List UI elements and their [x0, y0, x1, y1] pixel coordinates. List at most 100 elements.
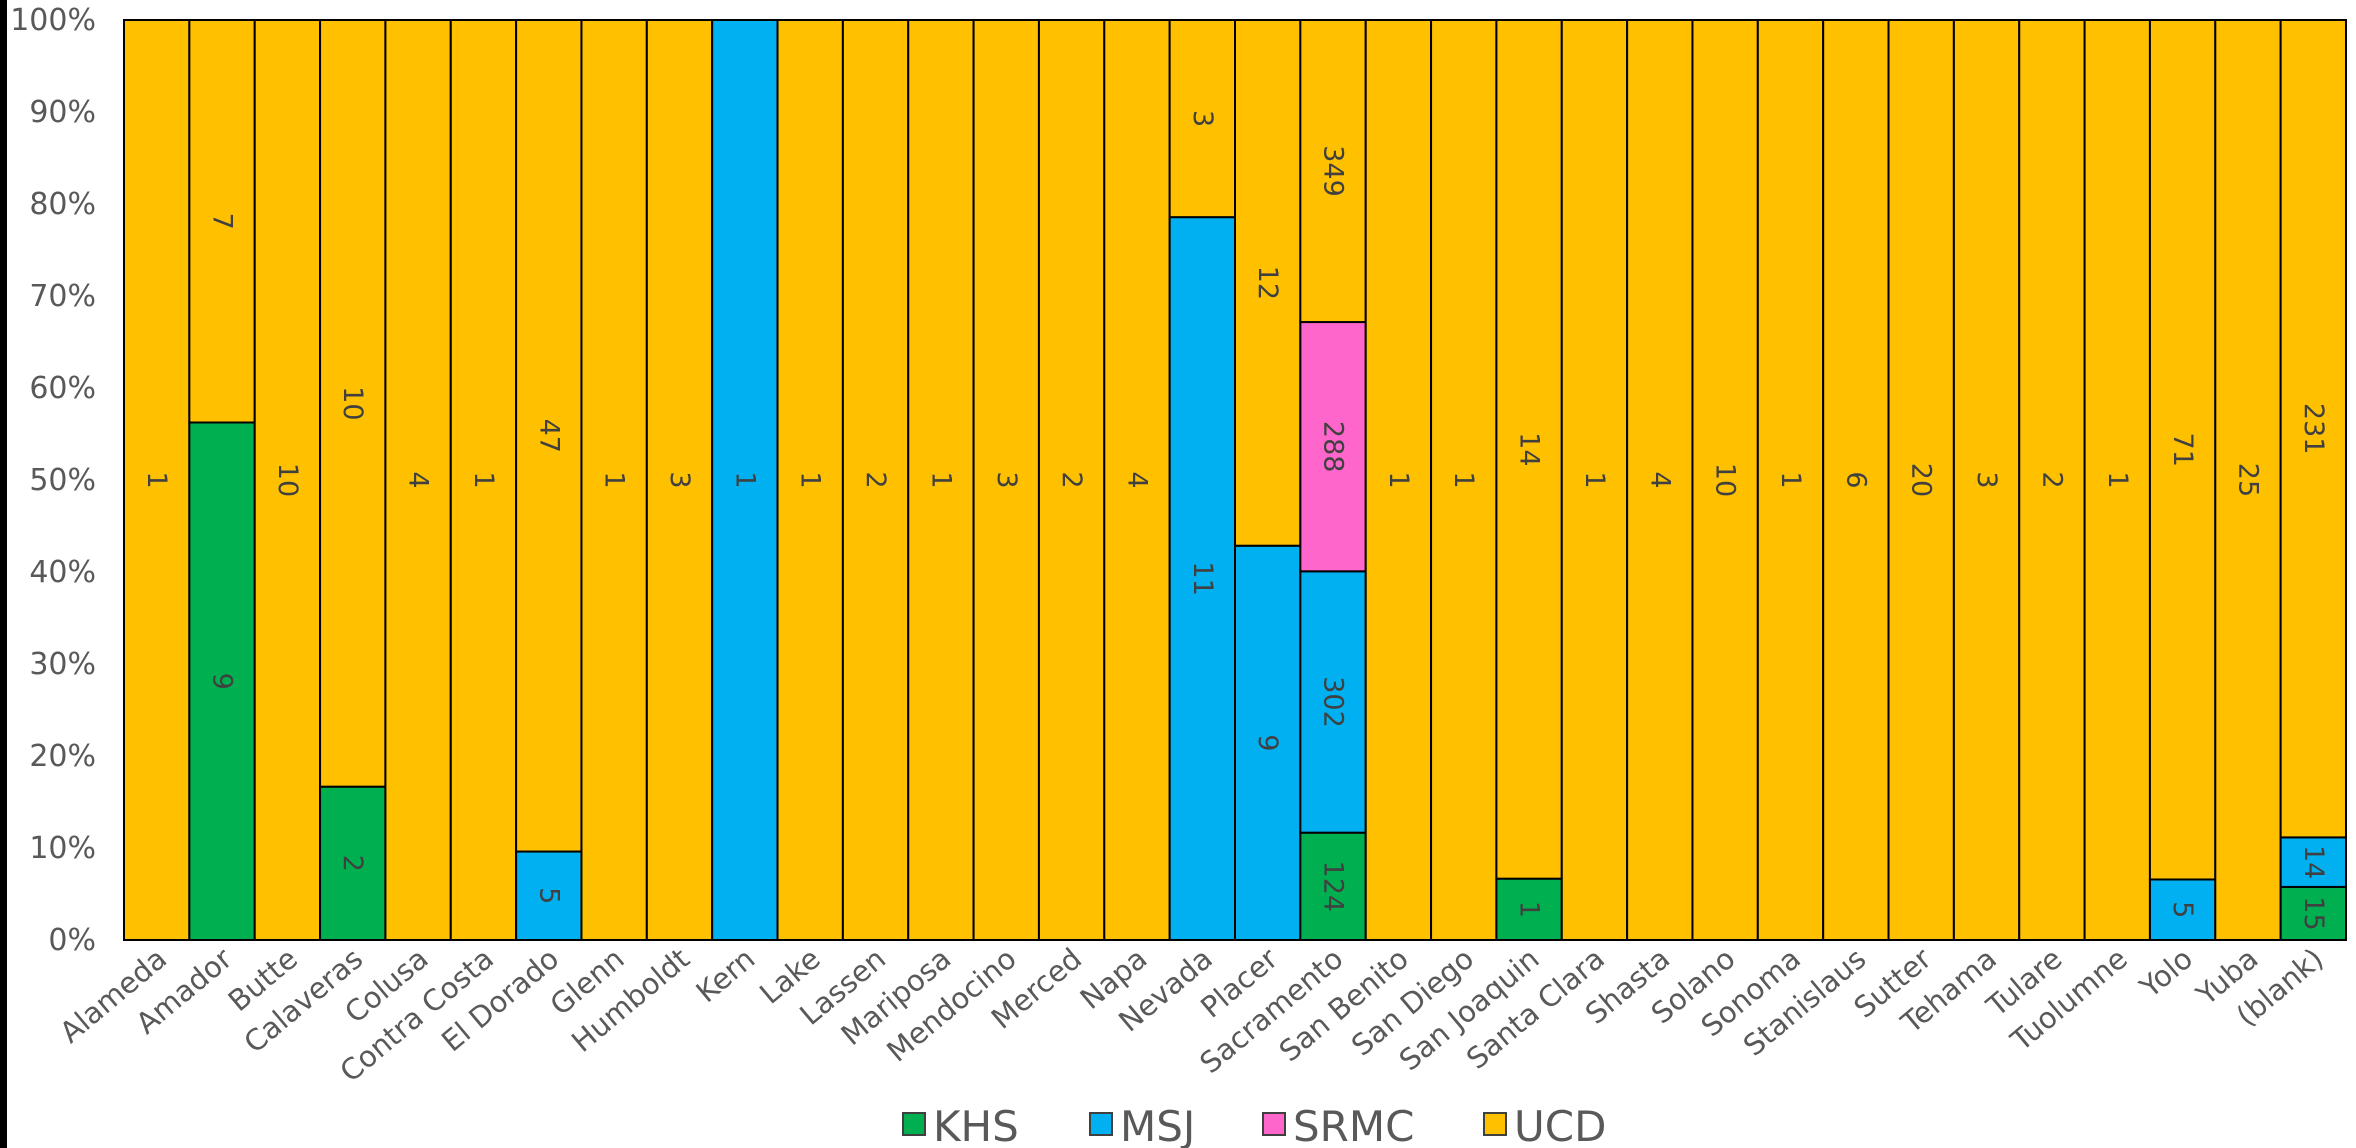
bar-tehama-ucd: [1952, 19, 2021, 941]
bar-san-joaquin-ucd: [1495, 19, 1563, 880]
bar-contra-costa-ucd: [449, 19, 518, 941]
bar-calaveras-khs: [319, 785, 387, 942]
data-label-stanislaus-ucd: 6: [1840, 471, 1871, 488]
y-tick-label: 70%: [29, 279, 96, 314]
bar-santa-clara-ucd: [1560, 19, 1629, 941]
data-label-alameda-ucd: 1: [141, 471, 172, 488]
bar-blank-msj: [2279, 836, 2347, 888]
data-label-sutter-ucd: 20: [1906, 463, 1937, 497]
bar-nevada-msj: [1168, 216, 1237, 941]
data-label-san-benito-ucd: 1: [1383, 471, 1414, 488]
bar-alameda-ucd: [123, 19, 191, 941]
bar-sacramento-ucd: [1299, 19, 1367, 324]
bar-blank-khs: [2279, 885, 2347, 942]
data-label-sacramento-srmc: 288: [1318, 421, 1349, 473]
data-label-calaveras-khs: 2: [337, 855, 368, 872]
data-label-sonoma-ucd: 1: [1775, 471, 1806, 488]
bar-sonoma-ucd: [1756, 19, 1825, 941]
legend-swatch-srmc: [1262, 1112, 1286, 1136]
data-label-yolo-ucd: 71: [2167, 433, 2198, 467]
data-label-blank-ucd: 231: [2298, 403, 2329, 455]
data-label-yolo-msj: 5: [2167, 901, 2198, 918]
bar-nevada-ucd: [1168, 19, 1237, 219]
data-label-lake-ucd: 1: [795, 471, 826, 488]
data-label-calaveras-ucd: 10: [337, 386, 368, 420]
bar-shasta-ucd: [1626, 19, 1694, 941]
y-tick-label: 100%: [10, 3, 96, 38]
bar-placer-msj: [1234, 544, 1302, 941]
data-label-butte-ucd: 10: [272, 463, 303, 497]
data-label-santa-clara-ucd: 1: [1579, 471, 1610, 488]
data-label-sacramento-msj: 302: [1318, 676, 1349, 728]
data-label-amador-khs: 9: [207, 673, 238, 690]
y-tick-label: 60%: [29, 371, 96, 406]
data-label-placer-ucd: 12: [1252, 266, 1283, 300]
bar-san-diego-ucd: [1430, 19, 1498, 941]
data-label-san-joaquin-ucd: 14: [1514, 432, 1545, 466]
bar-lassen-ucd: [841, 19, 910, 941]
legend-swatch-khs: [902, 1112, 926, 1136]
bar-butte-ucd: [253, 19, 322, 941]
data-label-sacramento-khs: 124: [1318, 861, 1349, 913]
data-label-kern-msj: 1: [729, 471, 760, 488]
y-tick-label: 0%: [48, 923, 96, 958]
data-label-nevada-ucd: 3: [1187, 110, 1218, 127]
bar-sacramento-khs: [1299, 831, 1367, 941]
bar-napa-ucd: [1103, 19, 1171, 941]
data-label-mariposa-ucd: 1: [925, 471, 956, 488]
legend-label-msj: MSJ: [1120, 1102, 1195, 1148]
bar-solano-ucd: [1691, 19, 1759, 941]
data-label-blank-khs: 15: [2298, 896, 2329, 930]
legend: KHS MSJ SRMC UCD: [902, 1102, 1606, 1148]
data-label-el-dorado-msj: 5: [533, 887, 564, 904]
bar-tuolumne-ucd: [2083, 19, 2151, 941]
legend-swatch-msj: [1089, 1112, 1113, 1136]
data-label-shasta-ucd: 4: [1644, 471, 1675, 488]
bar-amador-khs: [188, 421, 256, 941]
left-border: [0, 0, 7, 1148]
bar-tulare-ucd: [2018, 19, 2086, 941]
bar-el-dorado-ucd: [515, 19, 583, 853]
legend-label-ucd: UCD: [1514, 1102, 1606, 1148]
data-label-sacramento-ucd: 349: [1318, 145, 1349, 197]
data-label-amador-ucd: 7: [207, 213, 238, 230]
y-tick-label: 30%: [29, 647, 96, 682]
bar-yolo-ucd: [2148, 19, 2217, 881]
bar-placer-ucd: [1234, 19, 1302, 547]
data-label-nevada-msj: 11: [1187, 561, 1218, 595]
data-label-merced-ucd: 2: [1056, 471, 1087, 488]
data-label-humboldt-ucd: 3: [664, 471, 695, 488]
data-label-tulare-ucd: 2: [2036, 471, 2067, 488]
data-label-yuba-ucd: 25: [2232, 463, 2263, 497]
y-tick-label: 10%: [29, 831, 96, 866]
data-label-glenn-ucd: 1: [599, 471, 630, 488]
bar-humboldt-ucd: [645, 19, 714, 941]
data-label-blank-msj: 14: [2298, 845, 2329, 879]
legend-label-khs: KHS: [933, 1102, 1019, 1148]
bars: [123, 19, 2347, 942]
data-label-placer-msj: 9: [1252, 734, 1283, 751]
y-tick-label: 40%: [29, 555, 96, 590]
legend-label-srmc: SRMC: [1293, 1102, 1414, 1148]
data-label-colusa-ucd: 4: [403, 471, 434, 488]
bar-mendocino-ucd: [972, 19, 1040, 941]
data-label-lassen-ucd: 2: [860, 471, 891, 488]
data-label-napa-ucd: 4: [1121, 471, 1152, 488]
data-label-tuolumne-ucd: 1: [2102, 471, 2133, 488]
bar-stanislaus-ucd: [1822, 19, 1890, 941]
data-label-tehama-ucd: 3: [1971, 471, 2002, 488]
data-label-contra-costa-ucd: 1: [468, 471, 499, 488]
bar-lake-ucd: [776, 19, 844, 941]
bar-glenn-ucd: [580, 19, 648, 941]
y-tick-label: 50%: [29, 463, 96, 498]
data-label-solano-ucd: 10: [1710, 463, 1741, 497]
bar-calaveras-ucd: [319, 19, 387, 788]
bar-kern-msj: [711, 19, 779, 941]
bar-yuba-ucd: [2214, 19, 2282, 941]
bar-blank-ucd: [2279, 19, 2347, 839]
data-label-san-joaquin-khs: 1: [1514, 901, 1545, 918]
bar-colusa-ucd: [384, 19, 452, 941]
data-label-el-dorado-ucd: 47: [533, 419, 564, 453]
